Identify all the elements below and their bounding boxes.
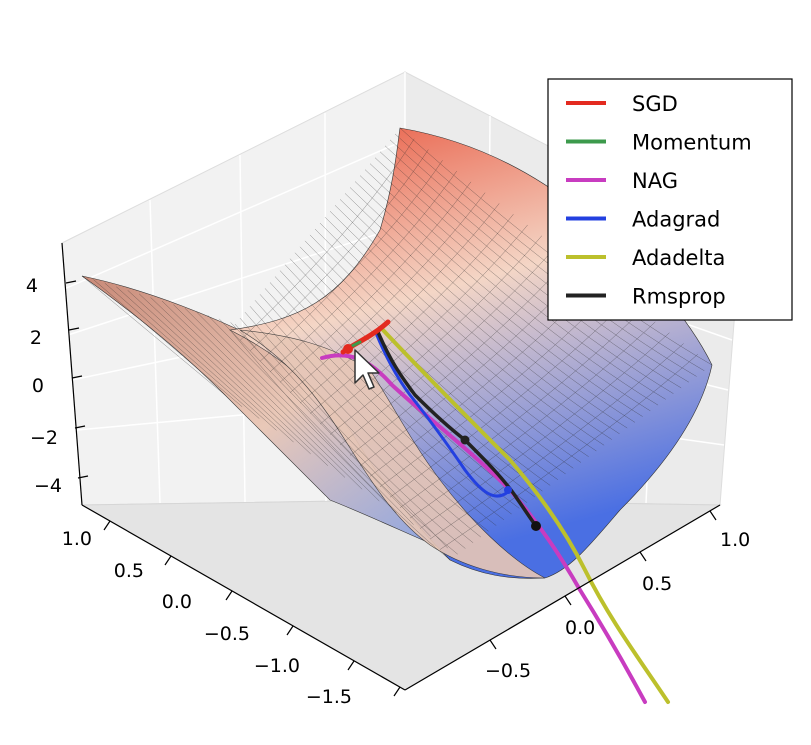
mesh-line: [150, 297, 329, 466]
mesh-line: [230, 322, 449, 549]
z-tick-label: 4: [26, 275, 38, 297]
legend-items: SGD Momentum NAG Adagrad Adadelta Rmsprop: [566, 92, 752, 309]
rmsprop-point: [460, 435, 470, 445]
mesh-line: [319, 224, 528, 425]
x-tick-labels: 1.0 0.5 0.0 −0.5 −1.0 −1.5: [62, 528, 352, 708]
mesh-line: [249, 149, 429, 352]
series-path-adagrad: [374, 331, 512, 498]
mesh-line: [334, 205, 612, 440]
mesh-line: [364, 169, 659, 406]
legend-label-adadelta: Adadelta: [632, 246, 725, 270]
legend-label-momentum: Momentum: [632, 131, 752, 155]
mesh-line: [264, 288, 505, 521]
mesh-line: [429, 343, 684, 540]
x-tick-label: −0.5: [204, 623, 250, 645]
x-axis-line: [81, 504, 406, 691]
trajectories: [320, 319, 670, 704]
legend-label-sgd: SGD: [632, 92, 678, 116]
z-tick-label: 0: [32, 375, 44, 397]
mesh-line: [289, 192, 486, 393]
mesh-line: [254, 300, 489, 532]
mesh-line: [269, 170, 457, 373]
y-tick-label: 0.0: [565, 617, 595, 639]
mesh-line: [259, 294, 497, 526]
mesh-line: [229, 329, 451, 561]
adagrad-point: [504, 486, 512, 494]
z-tick-label: −4: [34, 475, 62, 497]
mesh-line: [329, 210, 605, 446]
mesh-line: [349, 187, 636, 423]
mesh-line: [138, 293, 311, 455]
mesh-line: [81, 275, 226, 396]
y-tick-label: 0.5: [642, 573, 672, 595]
mesh-line: [249, 306, 481, 538]
mesh-line: [244, 312, 474, 543]
mesh-line: [439, 354, 698, 550]
z-tick-label: 2: [30, 327, 42, 349]
y-tick-labels: 1.0 0.5 0.0 −0.5: [485, 529, 750, 682]
mesh-line: [344, 193, 628, 429]
mesh-line: [419, 332, 670, 529]
mesh-line: [389, 300, 628, 498]
mesh-line: [289, 258, 543, 492]
sgd-point: [343, 344, 353, 354]
x-tick-label: 0.0: [162, 591, 192, 613]
z-tick-label: −2: [30, 427, 58, 449]
mesh-line: [104, 282, 260, 419]
mesh-line: [184, 307, 380, 502]
legend-label-rmsprop: Rmsprop: [632, 285, 726, 309]
mesh-line: [274, 276, 520, 509]
mesh-line: [239, 317, 466, 549]
tick-marks: [65, 280, 717, 697]
mesh-line: [309, 234, 574, 469]
mesh-line: [399, 310, 642, 508]
mesh-line: [309, 214, 514, 414]
mesh-line: [93, 279, 243, 407]
mesh-line: [161, 300, 346, 478]
cursor-icon: [354, 349, 380, 390]
mesh-line: [379, 151, 682, 389]
mesh-line: [329, 235, 543, 435]
legend-box: [547, 78, 793, 321]
mesh-line: [374, 157, 674, 394]
mesh-line: [354, 181, 643, 417]
x-tick-label: −1.5: [306, 686, 352, 708]
y-tick-label: 1.0: [720, 529, 750, 551]
mesh-line: [339, 199, 620, 435]
series-path-adadelta: [381, 328, 670, 704]
rmsprop-point-end: [531, 521, 541, 531]
mesh-line: [359, 175, 651, 412]
mesh-line: [299, 203, 500, 404]
mesh-line: [259, 160, 443, 362]
x-tick-label: 1.0: [62, 528, 92, 550]
mesh-line: [339, 246, 557, 446]
mesh-line: [218, 318, 431, 537]
mesh-line: [384, 145, 690, 383]
legend-label-nag: NAG: [632, 169, 678, 193]
y-axis-line: [404, 504, 721, 691]
mesh-line: [239, 138, 415, 341]
mesh-line: [207, 315, 414, 525]
mesh-line: [127, 290, 294, 443]
x-tick-label: −1.0: [254, 655, 300, 677]
z-axis-line: [61, 242, 83, 506]
legend: SGD Momentum NAG Adagrad Adadelta Rmsprop: [547, 78, 793, 321]
mesh-line: [173, 304, 363, 490]
z-tick-labels: 4 2 0 −2 −4: [26, 275, 62, 497]
mesh-line: [279, 181, 472, 383]
mesh-line: [294, 252, 551, 486]
mesh-line: [116, 286, 277, 431]
x-tick-label: 0.5: [114, 560, 144, 582]
axis-edges: [61, 242, 721, 691]
mesh-line: [196, 311, 397, 514]
mesh-line: [409, 321, 656, 519]
legend-label-adagrad: Adagrad: [632, 208, 720, 232]
y-tick-label: −0.5: [485, 660, 531, 682]
